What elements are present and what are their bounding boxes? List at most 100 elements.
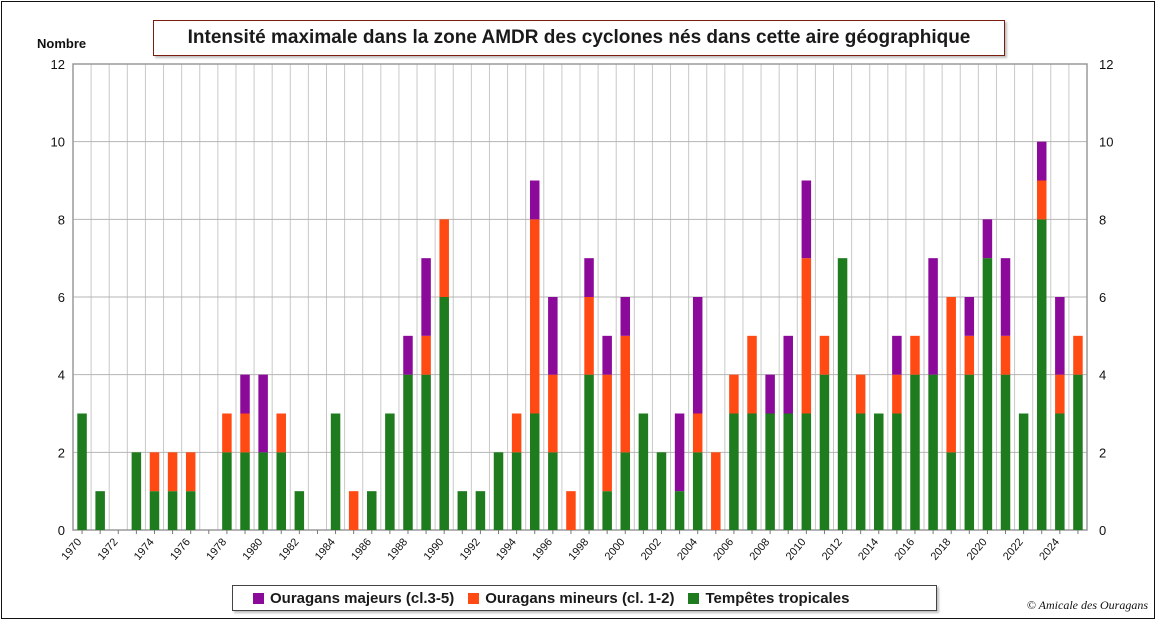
- x-tick-label: 2006: [711, 536, 736, 562]
- bar-segment-mineurs: [946, 297, 956, 453]
- bar-segment-majeurs: [620, 297, 631, 336]
- bar-segment-mineurs: [819, 335, 830, 375]
- bar-segment-majeurs: [674, 413, 685, 492]
- bar-segment-mineurs: [185, 452, 196, 492]
- y-tick-label-right: 12: [1099, 57, 1113, 72]
- x-tick-label: 1988: [385, 536, 410, 562]
- bar-segment-mineurs: [566, 491, 576, 530]
- y-tick-label-right: 2: [1099, 445, 1106, 460]
- bar-segment-mineurs: [747, 335, 757, 414]
- x-tick-label: 1984: [313, 536, 338, 562]
- bar-segment-mineurs: [855, 374, 866, 414]
- x-tick-label: 2008: [747, 536, 772, 562]
- bar-segment-tempetes: [638, 413, 649, 530]
- bar-segment-majeurs: [964, 297, 975, 336]
- bar-segment-tempetes: [149, 491, 160, 530]
- bar-segment-tempetes: [258, 452, 268, 530]
- y-tick-label-left: 8: [58, 212, 65, 227]
- credit-text: © Amicale des Ouragans: [1026, 598, 1148, 612]
- x-tick-label: 1996: [530, 536, 555, 562]
- bar-segment-tempetes: [222, 452, 232, 530]
- bar-segment-tempetes: [819, 374, 830, 530]
- bar-segment-tempetes: [529, 413, 540, 530]
- bar-segment-mineurs: [602, 374, 612, 492]
- x-tick-label: 2022: [1001, 536, 1026, 562]
- bar-segment-mineurs: [910, 335, 920, 375]
- bar-segment-tempetes: [493, 452, 504, 530]
- bar-segment-majeurs: [421, 258, 431, 336]
- bar-segment-majeurs: [548, 297, 558, 375]
- bar-segment-mineurs: [276, 413, 286, 453]
- plot-border: [72, 63, 1088, 531]
- bar-segment-tempetes: [511, 452, 522, 530]
- bar-segment-mineurs: [711, 452, 721, 530]
- y-tick-label-left: 10: [51, 135, 65, 150]
- bar-segment-tempetes: [946, 452, 956, 530]
- bar-segment-tempetes: [892, 413, 902, 530]
- bar-segment-tempetes: [439, 297, 449, 530]
- bar-segment-tempetes: [475, 491, 486, 530]
- bar-segment-mineurs: [511, 413, 522, 453]
- x-tick-label: 2000: [603, 536, 628, 562]
- bar-segment-tempetes: [403, 374, 413, 530]
- x-tick-label: 2014: [856, 536, 881, 562]
- x-tick-label: 2024: [1037, 536, 1062, 562]
- bar-segment-mineurs: [584, 297, 594, 375]
- x-tick-label: 1994: [494, 536, 519, 562]
- legend-label-mineurs: Ouragans mineurs (cl. 1-2): [485, 589, 675, 607]
- bar-segment-majeurs: [602, 335, 612, 375]
- bar-segment-tempetes: [1036, 219, 1047, 531]
- y-tick-label-left: 2: [58, 445, 65, 460]
- bar-segment-majeurs: [928, 258, 938, 375]
- bar-segment-mineurs: [892, 374, 902, 414]
- bar-segment-tempetes: [77, 413, 87, 530]
- bar-segment-tempetes: [1018, 413, 1029, 530]
- bar-segment-mineurs: [729, 374, 739, 414]
- y-tick-label-left: 6: [58, 290, 65, 305]
- x-tick-label: 2002: [639, 536, 664, 562]
- bar-segment-majeurs: [258, 374, 268, 453]
- bar-segment-mineurs: [240, 413, 250, 453]
- bar-segment-mineurs: [421, 335, 431, 375]
- legend-label-majeurs: Ouragans majeurs (cl.3-5): [270, 589, 455, 607]
- bar-segment-tempetes: [240, 452, 250, 530]
- bar-segment-tempetes: [801, 413, 812, 530]
- y-tick-label-right: 10: [1099, 135, 1113, 150]
- bar-segment-tempetes: [1000, 374, 1011, 530]
- x-tick-label: 1972: [96, 536, 121, 562]
- y-tick-label-right: 8: [1099, 212, 1106, 227]
- x-tick-label: 2010: [784, 536, 809, 562]
- y-tick-label-right: 0: [1099, 523, 1106, 538]
- y-tick-label-left: 4: [58, 368, 65, 383]
- legend-item-mineurs: Ouragans mineurs (cl. 1-2): [468, 590, 674, 607]
- bar-segment-tempetes: [584, 374, 594, 530]
- bar-segment-mineurs: [222, 413, 232, 453]
- y-tick-label-right: 6: [1099, 290, 1106, 305]
- x-tick-label: 1980: [240, 536, 265, 562]
- bar-segment-tempetes: [1073, 374, 1083, 530]
- bar-segment-tempetes: [674, 491, 685, 530]
- legend-item-majeurs: Ouragans majeurs (cl.3-5): [253, 590, 454, 607]
- bar-segment-tempetes: [855, 413, 866, 530]
- x-tick-label: 2012: [820, 536, 845, 562]
- bar-segment-tempetes: [910, 374, 920, 530]
- bar-segment-tempetes: [167, 491, 178, 530]
- x-tick-label: 1978: [204, 536, 229, 562]
- bar-segment-mineurs: [620, 335, 631, 453]
- bar-segment-mineurs: [548, 374, 558, 453]
- bar-segment-tempetes: [837, 258, 848, 530]
- x-tick-label: 2016: [892, 536, 917, 562]
- bar-segment-tempetes: [747, 413, 757, 530]
- x-tick-label: 2018: [929, 536, 954, 562]
- bar-segment-tempetes: [729, 413, 739, 530]
- bar-segment-majeurs: [403, 335, 413, 375]
- x-tick-label: 1986: [349, 536, 374, 562]
- bar-segment-tempetes: [1055, 413, 1065, 530]
- bar-segment-tempetes: [783, 413, 793, 530]
- bar-segment-majeurs: [765, 374, 775, 414]
- legend-swatch-tempetes: [688, 592, 700, 604]
- bar-segment-tempetes: [620, 452, 631, 530]
- bar-segment-tempetes: [385, 413, 395, 530]
- bar-segment-majeurs: [1000, 258, 1011, 336]
- legend-swatch-mineurs: [468, 592, 480, 604]
